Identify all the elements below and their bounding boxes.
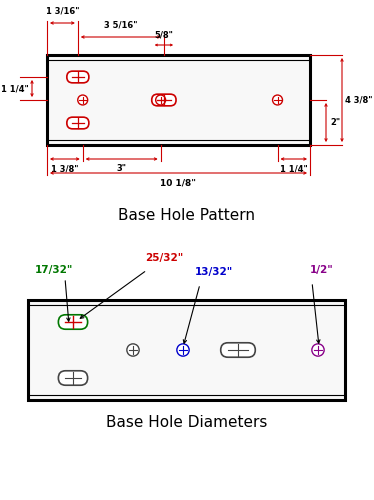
Circle shape — [273, 95, 282, 105]
Circle shape — [156, 95, 166, 105]
Text: 1 1/4": 1 1/4" — [1, 84, 29, 93]
Text: 17/32": 17/32" — [35, 265, 73, 275]
Text: 1/2": 1/2" — [310, 265, 334, 275]
Text: 3": 3" — [117, 164, 127, 173]
Text: 1 1/4": 1 1/4" — [280, 164, 308, 173]
Text: 3 5/16": 3 5/16" — [104, 21, 138, 30]
Text: 2": 2" — [330, 118, 340, 127]
Text: 5/8": 5/8" — [154, 30, 173, 39]
Circle shape — [78, 95, 88, 105]
FancyBboxPatch shape — [67, 117, 89, 129]
Text: Base Hole Diameters: Base Hole Diameters — [106, 415, 268, 430]
FancyBboxPatch shape — [58, 371, 88, 385]
Circle shape — [127, 344, 139, 356]
Text: 25/32": 25/32" — [145, 253, 183, 263]
Bar — [47, 55, 310, 145]
Circle shape — [177, 344, 189, 356]
Text: 10 1/8": 10 1/8" — [160, 178, 196, 187]
FancyBboxPatch shape — [221, 343, 255, 357]
Text: 1 3/8": 1 3/8" — [51, 164, 79, 173]
FancyBboxPatch shape — [152, 94, 176, 106]
Text: 4 3/8": 4 3/8" — [345, 96, 373, 104]
Text: 13/32": 13/32" — [195, 267, 233, 277]
FancyBboxPatch shape — [67, 71, 89, 83]
FancyBboxPatch shape — [58, 315, 88, 329]
Text: Base Hole Pattern: Base Hole Pattern — [119, 208, 255, 223]
Bar — [28, 300, 345, 400]
Circle shape — [312, 344, 324, 356]
Text: 1 3/16": 1 3/16" — [46, 7, 79, 16]
